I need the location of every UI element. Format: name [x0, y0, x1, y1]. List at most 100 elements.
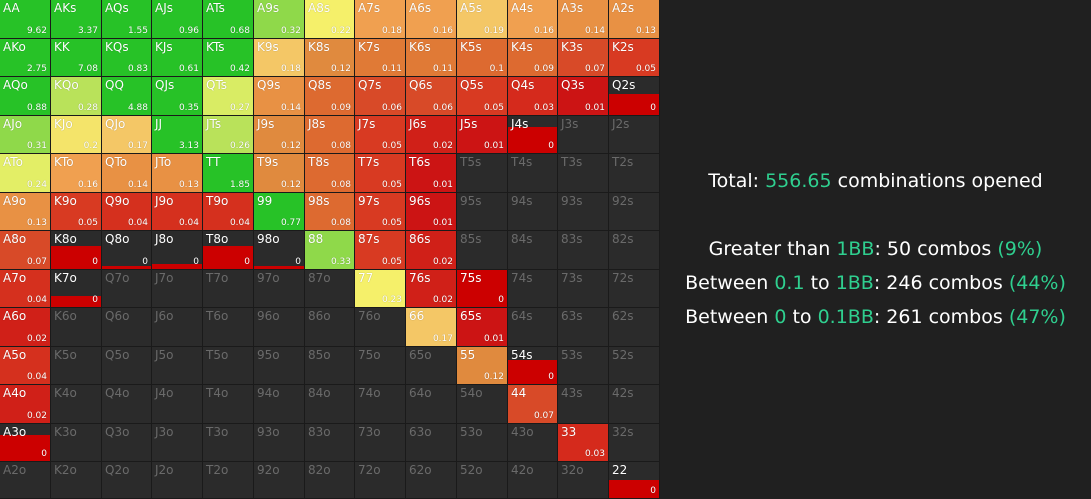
- hand-cell-54s[interactable]: 54s 0: [508, 347, 558, 385]
- hand-cell-j7o[interactable]: J7o: [152, 270, 203, 308]
- hand-cell-q3s[interactable]: Q3s 0.01: [558, 77, 609, 116]
- hand-cell-93o[interactable]: 93o: [254, 424, 305, 462]
- hand-cell-73o[interactable]: 73o: [355, 424, 406, 462]
- hand-cell-kqo[interactable]: KQo 0.28: [51, 77, 102, 116]
- hand-cell-74s[interactable]: 74s: [508, 270, 558, 308]
- hand-cell-86o[interactable]: 86o: [305, 308, 355, 347]
- hand-cell-a6s[interactable]: A6s 0.16: [406, 0, 457, 39]
- hand-cell-65s[interactable]: 65s 0.01: [457, 308, 508, 347]
- hand-cell-qjs[interactable]: QJs 0.35: [152, 77, 203, 116]
- hand-cell-92s[interactable]: 92s: [609, 193, 660, 231]
- hand-cell-j5o[interactable]: J5o: [152, 347, 203, 385]
- hand-cell-q8s[interactable]: Q8s 0.09: [305, 77, 355, 116]
- hand-cell-t8o[interactable]: T8o 0: [203, 231, 254, 270]
- hand-cell-88[interactable]: 88 0.33: [305, 231, 355, 270]
- hand-cell-kjo[interactable]: KJo 0.2: [51, 116, 102, 154]
- hand-cell-t6s[interactable]: T6s 0.01: [406, 154, 457, 193]
- hand-cell-j5s[interactable]: J5s 0.01: [457, 116, 508, 154]
- hand-cell-a3s[interactable]: A3s 0.14: [558, 0, 609, 39]
- hand-cell-42o[interactable]: 42o: [508, 462, 558, 499]
- hand-cell-tt[interactable]: TT 1.85: [203, 154, 254, 193]
- hand-cell-k5s[interactable]: K5s 0.1: [457, 39, 508, 77]
- hand-cell-t6o[interactable]: T6o: [203, 308, 254, 347]
- hand-cell-q8o[interactable]: Q8o 0: [102, 231, 152, 270]
- hand-cell-44[interactable]: 44 0.07: [508, 385, 558, 424]
- hand-cell-63o[interactable]: 63o: [406, 424, 457, 462]
- hand-cell-96s[interactable]: 96s 0.01: [406, 193, 457, 231]
- hand-cell-q2s[interactable]: Q2s 0: [609, 77, 660, 116]
- hand-cell-77[interactable]: 77 0.23: [355, 270, 406, 308]
- hand-cell-q5s[interactable]: Q5s 0.05: [457, 77, 508, 116]
- hand-cell-96o[interactable]: 96o: [254, 308, 305, 347]
- hand-cell-97o[interactable]: 97o: [254, 270, 305, 308]
- hand-cell-k7o[interactable]: K7o 0: [51, 270, 102, 308]
- hand-cell-k7s[interactable]: K7s 0.11: [355, 39, 406, 77]
- hand-cell-ato[interactable]: ATo 0.24: [0, 154, 51, 193]
- hand-cell-j8s[interactable]: J8s 0.08: [305, 116, 355, 154]
- hand-cell-q4o[interactable]: Q4o: [102, 385, 152, 424]
- hand-cell-a2s[interactable]: A2s 0.13: [609, 0, 660, 39]
- hand-cell-k2s[interactable]: K2s 0.05: [609, 39, 660, 77]
- hand-cell-j9o[interactable]: J9o 0.04: [152, 193, 203, 231]
- hand-cell-qq[interactable]: QQ 4.88: [102, 77, 152, 116]
- hand-cell-qjo[interactable]: QJo 0.17: [102, 116, 152, 154]
- hand-cell-j4o[interactable]: J4o: [152, 385, 203, 424]
- hand-cell-ako[interactable]: AKo 2.75: [0, 39, 51, 77]
- hand-cell-k3o[interactable]: K3o: [51, 424, 102, 462]
- hand-cell-q9o[interactable]: Q9o 0.04: [102, 193, 152, 231]
- hand-cell-t8s[interactable]: T8s 0.08: [305, 154, 355, 193]
- hand-cell-q4s[interactable]: Q4s 0.03: [508, 77, 558, 116]
- hand-cell-k2o[interactable]: K2o: [51, 462, 102, 499]
- hand-cell-kk[interactable]: KK 7.08: [51, 39, 102, 77]
- hand-cell-83s[interactable]: 83s: [558, 231, 609, 270]
- hand-cell-82s[interactable]: 82s: [609, 231, 660, 270]
- hand-cell-t3o[interactable]: T3o: [203, 424, 254, 462]
- hand-cell-33[interactable]: 33 0.03: [558, 424, 609, 462]
- hand-cell-a9s[interactable]: A9s 0.32: [254, 0, 305, 39]
- hand-cell-65o[interactable]: 65o: [406, 347, 457, 385]
- hand-cell-92o[interactable]: 92o: [254, 462, 305, 499]
- hand-cell-t7o[interactable]: T7o: [203, 270, 254, 308]
- hand-cell-aqs[interactable]: AQs 1.55: [102, 0, 152, 39]
- hand-cell-j8o[interactable]: J8o 0: [152, 231, 203, 270]
- hand-cell-73s[interactable]: 73s: [558, 270, 609, 308]
- hand-cell-q6s[interactable]: Q6s 0.06: [406, 77, 457, 116]
- hand-cell-52o[interactable]: 52o: [457, 462, 508, 499]
- hand-cell-k4o[interactable]: K4o: [51, 385, 102, 424]
- hand-cell-97s[interactable]: 97s 0.05: [355, 193, 406, 231]
- hand-cell-k5o[interactable]: K5o: [51, 347, 102, 385]
- hand-cell-76s[interactable]: 76s 0.02: [406, 270, 457, 308]
- hand-cell-k4s[interactable]: K4s 0.09: [508, 39, 558, 77]
- hand-cell-85s[interactable]: 85s: [457, 231, 508, 270]
- hand-cell-83o[interactable]: 83o: [305, 424, 355, 462]
- hand-cell-72s[interactable]: 72s: [609, 270, 660, 308]
- hand-cell-j2s[interactable]: J2s: [609, 116, 660, 154]
- hand-cell-75o[interactable]: 75o: [355, 347, 406, 385]
- hand-cell-98o[interactable]: 98o 0: [254, 231, 305, 270]
- hand-cell-22[interactable]: 22 0: [609, 462, 660, 499]
- hand-cell-76o[interactable]: 76o: [355, 308, 406, 347]
- hand-cell-87s[interactable]: 87s 0.05: [355, 231, 406, 270]
- hand-cell-q5o[interactable]: Q5o: [102, 347, 152, 385]
- hand-cell-q7s[interactable]: Q7s 0.06: [355, 77, 406, 116]
- hand-cell-t7s[interactable]: T7s 0.05: [355, 154, 406, 193]
- hand-cell-t4s[interactable]: T4s: [508, 154, 558, 193]
- hand-cell-qto[interactable]: QTo 0.14: [102, 154, 152, 193]
- hand-cell-jts[interactable]: JTs 0.26: [203, 116, 254, 154]
- hand-cell-32s[interactable]: 32s: [609, 424, 660, 462]
- hand-cell-99[interactable]: 99 0.77: [254, 193, 305, 231]
- hand-cell-j2o[interactable]: J2o: [152, 462, 203, 499]
- hand-cell-42s[interactable]: 42s: [609, 385, 660, 424]
- hand-cell-t2s[interactable]: T2s: [609, 154, 660, 193]
- hand-cell-jj[interactable]: JJ 3.13: [152, 116, 203, 154]
- hand-cell-q2o[interactable]: Q2o: [102, 462, 152, 499]
- hand-cell-qts[interactable]: QTs 0.27: [203, 77, 254, 116]
- hand-cell-84s[interactable]: 84s: [508, 231, 558, 270]
- hand-cell-95o[interactable]: 95o: [254, 347, 305, 385]
- hand-cell-53o[interactable]: 53o: [457, 424, 508, 462]
- hand-cell-94s[interactable]: 94s: [508, 193, 558, 231]
- hand-cell-a5s[interactable]: A5s 0.19: [457, 0, 508, 39]
- hand-cell-a4o[interactable]: A4o 0.02: [0, 385, 51, 424]
- hand-cell-86s[interactable]: 86s 0.02: [406, 231, 457, 270]
- hand-cell-a9o[interactable]: A9o 0.13: [0, 193, 51, 231]
